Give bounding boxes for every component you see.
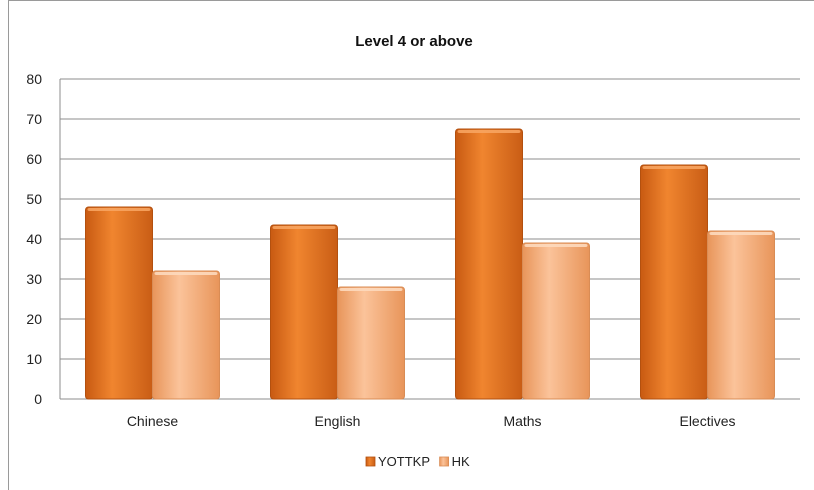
bar-yottkp-english — [270, 224, 338, 400]
y-tick-label: 40 — [26, 231, 42, 247]
bar-yottkp-electives — [640, 164, 708, 400]
y-tick-label: 30 — [26, 271, 42, 287]
bar-highlight — [87, 208, 151, 211]
bar-hk-electives — [707, 230, 775, 400]
bar-body — [455, 128, 523, 400]
bar-highlight — [642, 166, 706, 169]
x-tick-label: Electives — [679, 413, 735, 429]
bar-highlight — [524, 244, 588, 247]
y-tick-label: 80 — [26, 71, 42, 87]
legend-label-hk: HK — [452, 454, 470, 469]
bar-body — [640, 164, 708, 400]
bars — [85, 128, 775, 400]
y-tick-label: 0 — [34, 391, 42, 407]
legend-swatch-hk — [439, 456, 450, 467]
x-axis-ticks: Chinese English Maths Electives — [127, 413, 736, 429]
y-tick-label: 60 — [26, 151, 42, 167]
legend-label-yottkp: YOTTKP — [378, 454, 430, 469]
y-tick-label: 20 — [26, 311, 42, 327]
chart-title: Level 4 or above — [355, 33, 473, 50]
bar-hk-english — [337, 286, 405, 400]
bar-body — [522, 242, 590, 400]
bar-body — [337, 286, 405, 400]
y-tick-label: 10 — [26, 351, 42, 367]
x-tick-label: Chinese — [127, 413, 179, 429]
bar-highlight — [154, 272, 218, 275]
bar-body — [152, 270, 220, 400]
bar-body — [270, 224, 338, 400]
legend-swatch-yottkp — [365, 456, 376, 467]
bar-highlight — [272, 226, 336, 229]
bar-hk-maths — [522, 242, 590, 400]
y-tick-label: 70 — [26, 111, 42, 127]
x-tick-label: Maths — [503, 413, 541, 429]
bar-highlight — [457, 130, 521, 133]
bar-yottkp-chinese — [85, 206, 153, 400]
bar-highlight — [709, 232, 773, 235]
y-axis-ticks: 0 10 20 30 40 50 60 70 80 — [26, 71, 42, 407]
legend: YOTTKP HK — [365, 454, 470, 469]
bar-highlight — [339, 288, 403, 291]
y-tick-label: 50 — [26, 191, 42, 207]
bar-body — [707, 230, 775, 400]
bar-body — [85, 206, 153, 400]
bar-hk-chinese — [152, 270, 220, 400]
x-tick-label: English — [315, 413, 361, 429]
bar-yottkp-maths — [455, 128, 523, 400]
